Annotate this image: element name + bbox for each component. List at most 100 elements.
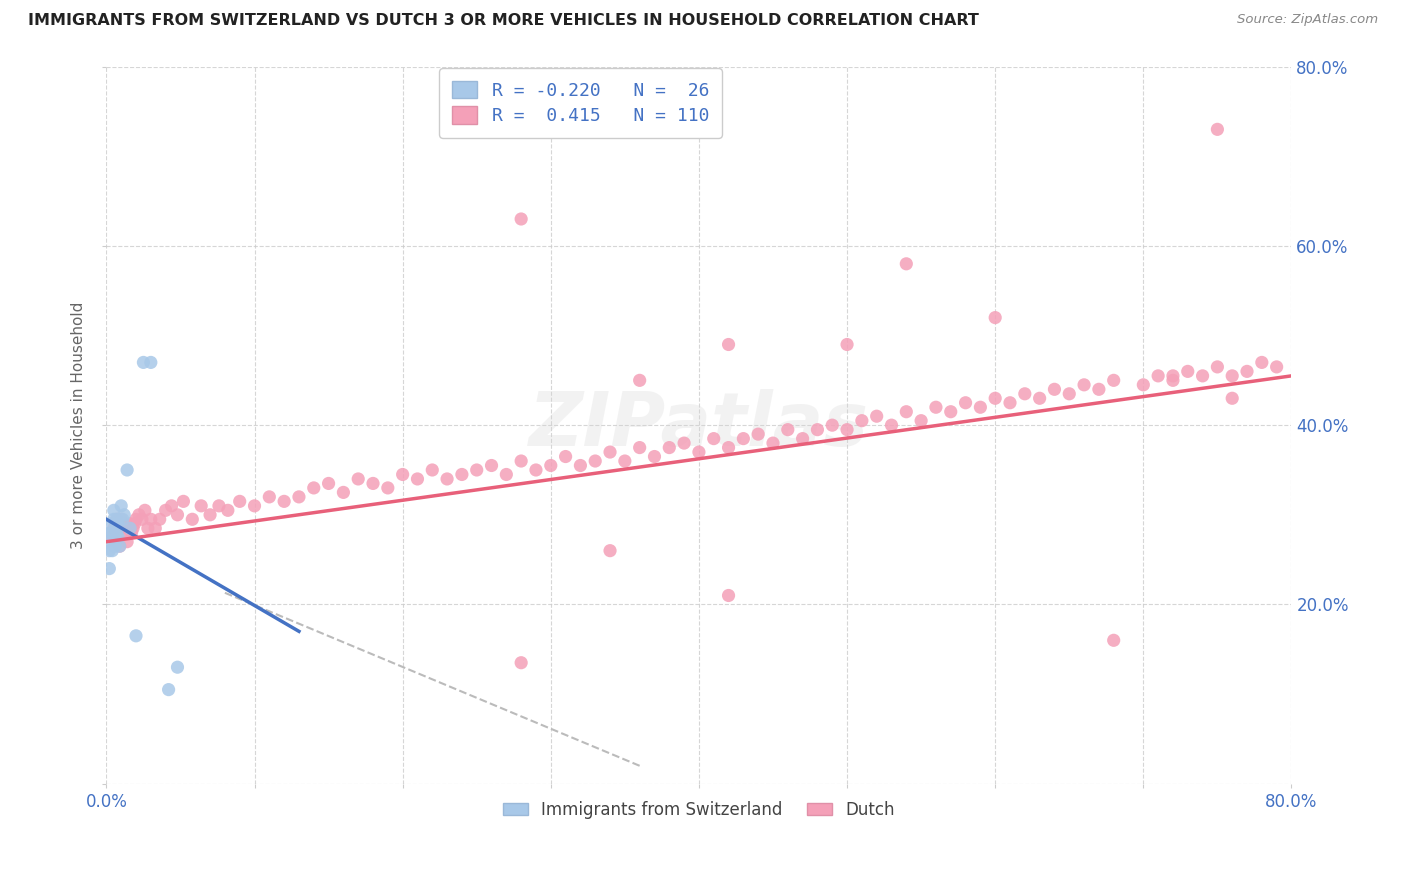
Point <box>155 503 177 517</box>
Point <box>100 516 122 531</box>
Point <box>984 310 1007 325</box>
Point <box>406 472 429 486</box>
Point <box>139 355 162 369</box>
Point <box>955 396 977 410</box>
Point <box>1265 359 1288 374</box>
Point <box>101 525 124 540</box>
Point <box>481 458 503 473</box>
Point <box>925 401 948 415</box>
Point <box>132 355 155 369</box>
Point <box>1177 364 1199 378</box>
Point <box>108 539 131 553</box>
Point <box>377 481 399 495</box>
Text: IMMIGRANTS FROM SWITZERLAND VS DUTCH 3 OR MORE VEHICLES IN HOUSEHOLD CORRELATION: IMMIGRANTS FROM SWITZERLAND VS DUTCH 3 O… <box>28 13 979 29</box>
Point <box>896 257 918 271</box>
Point <box>851 414 873 428</box>
Point <box>120 516 142 531</box>
Point <box>896 405 918 419</box>
Point <box>524 463 547 477</box>
Point <box>103 503 125 517</box>
Text: ZIPatlas: ZIPatlas <box>529 389 869 462</box>
Point <box>332 485 354 500</box>
Point <box>1310 202 1333 217</box>
Point <box>510 212 533 227</box>
Point <box>101 543 124 558</box>
Point <box>554 450 576 464</box>
Point <box>288 490 311 504</box>
Point <box>208 499 231 513</box>
Point <box>107 516 129 531</box>
Point <box>217 503 239 517</box>
Point <box>347 472 370 486</box>
Point <box>121 525 143 540</box>
Point <box>107 530 129 544</box>
Point <box>228 494 250 508</box>
Point <box>98 561 121 575</box>
Point <box>1161 368 1184 383</box>
Point <box>420 463 443 477</box>
Point <box>599 445 621 459</box>
Point <box>172 494 194 508</box>
Point <box>112 508 135 522</box>
Point <box>1161 373 1184 387</box>
Point <box>110 499 132 513</box>
Point <box>1043 382 1066 396</box>
Point <box>510 454 533 468</box>
Point <box>1028 391 1050 405</box>
Point <box>866 409 889 424</box>
Point <box>105 525 128 540</box>
Point <box>143 521 166 535</box>
Point <box>273 494 295 508</box>
Point <box>107 530 129 544</box>
Point <box>969 401 991 415</box>
Point <box>998 396 1021 410</box>
Point <box>114 525 136 540</box>
Point <box>259 490 281 504</box>
Point <box>1191 368 1213 383</box>
Point <box>733 432 755 446</box>
Point <box>540 458 562 473</box>
Point <box>105 512 128 526</box>
Point <box>688 445 710 459</box>
Point <box>599 543 621 558</box>
Point <box>984 391 1007 405</box>
Point <box>939 405 962 419</box>
Point <box>104 534 127 549</box>
Legend: Immigrants from Switzerland, Dutch: Immigrants from Switzerland, Dutch <box>496 794 901 826</box>
Point <box>1102 633 1125 648</box>
Point <box>157 682 180 697</box>
Point <box>569 122 592 136</box>
Point <box>111 512 134 526</box>
Point <box>1250 355 1272 369</box>
Point <box>124 516 146 531</box>
Point <box>1132 377 1154 392</box>
Point <box>1220 368 1243 383</box>
Point <box>451 467 474 482</box>
Point <box>120 521 142 535</box>
Point <box>97 534 120 549</box>
Point <box>166 508 188 522</box>
Point <box>243 499 266 513</box>
Point <box>160 499 183 513</box>
Y-axis label: 3 or more Vehicles in Household: 3 or more Vehicles in Household <box>72 301 86 549</box>
Point <box>1206 122 1229 136</box>
Point <box>391 467 413 482</box>
Point <box>495 467 517 482</box>
Point <box>128 508 150 522</box>
Point <box>835 423 858 437</box>
Point <box>583 454 606 468</box>
Point <box>103 521 125 535</box>
Point <box>112 516 135 531</box>
Point <box>510 656 533 670</box>
Point <box>835 337 858 351</box>
Point <box>806 423 828 437</box>
Point <box>136 521 159 535</box>
Point <box>111 521 134 535</box>
Point <box>880 418 903 433</box>
Point <box>703 432 725 446</box>
Point <box>1057 386 1080 401</box>
Point <box>910 414 932 428</box>
Point <box>105 512 128 526</box>
Point <box>318 476 340 491</box>
Point <box>104 521 127 535</box>
